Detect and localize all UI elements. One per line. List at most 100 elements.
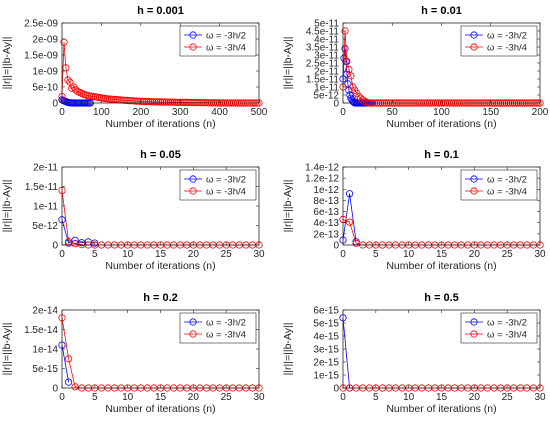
legend: ω = -3h/2ω = -3h/4 bbox=[460, 169, 538, 201]
data-point bbox=[162, 98, 170, 106]
legend-marker bbox=[470, 187, 478, 195]
y-tick-label: 2e-11 bbox=[33, 163, 58, 174]
y-tick-label: 0 bbox=[52, 384, 58, 395]
y-tick-label: 2e-11 bbox=[314, 67, 339, 78]
x-tick-label: 30 bbox=[534, 249, 546, 260]
data-point bbox=[341, 44, 349, 53]
y-tick-label: 1.4e-12 bbox=[305, 163, 339, 174]
legend-box bbox=[179, 169, 257, 201]
data-point bbox=[345, 190, 354, 198]
data-point bbox=[166, 98, 174, 106]
legend-entry: ω = -3h/4 bbox=[206, 330, 246, 341]
y-tick-label: 1.5e-09 bbox=[24, 51, 58, 62]
x-tick-label: 25 bbox=[221, 392, 233, 403]
data-point bbox=[154, 98, 163, 106]
x-tick-label: 300 bbox=[172, 107, 189, 118]
y-tick-label: 1e-12 bbox=[313, 185, 339, 196]
x-tick-label: 0 bbox=[340, 107, 346, 118]
x-tick-label: 0 bbox=[340, 392, 346, 403]
x-tick-label: 10 bbox=[122, 249, 134, 260]
x-tick-label: 50 bbox=[387, 107, 399, 118]
y-axis-label: ||r||=||b-Ay|| bbox=[1, 37, 13, 90]
data-point bbox=[178, 98, 186, 107]
x-tick-label: 25 bbox=[502, 249, 514, 260]
legend-entry: ω = -3h/4 bbox=[487, 330, 527, 341]
data-point bbox=[176, 98, 184, 106]
x-tick-label: 25 bbox=[221, 249, 233, 260]
data-point bbox=[346, 91, 354, 99]
x-tick-label: 20 bbox=[188, 392, 200, 403]
data-point bbox=[143, 98, 151, 106]
chart-title: h = 0.05 bbox=[140, 149, 181, 161]
legend-marker bbox=[189, 31, 197, 39]
legend-entry: ω = -3h/4 bbox=[206, 43, 246, 54]
y-tick-label: 2.5e-09 bbox=[24, 19, 58, 30]
data-point bbox=[72, 86, 80, 94]
y-axis-label: ||r||=||b-Ay|| bbox=[282, 37, 294, 90]
data-point bbox=[182, 98, 190, 107]
x-axis-label: Number of iterations (n) bbox=[386, 260, 496, 272]
data-point bbox=[109, 95, 117, 103]
y-tick-label: 4.5e-11 bbox=[306, 27, 340, 38]
legend: ω = -3h/2ω = -3h/4 bbox=[179, 169, 257, 201]
series-line bbox=[342, 317, 350, 389]
y-tick-label: 2.5e-11 bbox=[306, 59, 340, 70]
chart-panel-3: h = 0.05 0 5 10 15 20 25 30 0 5e-12 1e-11 1.5e-11 2e… bbox=[1, 149, 265, 272]
data-point bbox=[153, 98, 161, 106]
y-tick-label: 6e-15 bbox=[313, 306, 339, 317]
chart-title: h = 0.01 bbox=[421, 5, 462, 17]
x-tick-label: 400 bbox=[211, 107, 228, 118]
data-point bbox=[170, 98, 178, 106]
series-line bbox=[342, 219, 540, 246]
data-point bbox=[341, 27, 349, 35]
y-tick-label: 5e-11 bbox=[314, 19, 339, 30]
x-tick-label: 10 bbox=[122, 392, 134, 403]
y-tick-label: 1e-15 bbox=[313, 371, 339, 382]
chart-panel-2: h = 0.01 0 50 100 150 200 05e-121e-111.5e-112e… bbox=[282, 5, 549, 130]
legend-box bbox=[460, 312, 538, 344]
series-1 bbox=[58, 216, 99, 247]
x-tick-label: 500 bbox=[251, 107, 268, 118]
legend-entry: ω = -3h/2 bbox=[206, 175, 246, 186]
data-point bbox=[145, 98, 153, 106]
data-point bbox=[352, 239, 360, 247]
y-tick-label: 5e-15 bbox=[313, 319, 339, 330]
y-tick-label: 1e-11 bbox=[33, 202, 58, 213]
y-tick-label: 6e-13 bbox=[313, 207, 339, 218]
y-tick-label: 1e-14 bbox=[32, 345, 58, 356]
data-point bbox=[164, 98, 172, 106]
data-point bbox=[345, 218, 354, 226]
data-point bbox=[149, 98, 157, 106]
y-tick-label: 3e-11 bbox=[314, 51, 339, 62]
chart-panel-6: h = 0.50 5 10 15 20 25 3001e-152e-153e-154e-15… bbox=[282, 292, 546, 415]
y-tick-label: 5e-10 bbox=[32, 83, 58, 94]
legend-entry: ω = -3h/2 bbox=[487, 31, 527, 42]
legend-box bbox=[460, 25, 538, 57]
y-tick-label: 4e-13 bbox=[313, 218, 339, 229]
y-tick-label: 1e-11 bbox=[314, 83, 339, 94]
data-point bbox=[129, 97, 137, 105]
x-tick-label: 30 bbox=[534, 392, 546, 403]
x-tick-label: 5 bbox=[92, 249, 98, 260]
y-tick-label: 8e-13 bbox=[313, 196, 339, 207]
y-axis-label: ||r||=||b-Ay|| bbox=[282, 180, 294, 233]
y-tick-label: 0 bbox=[333, 384, 339, 395]
legend-entry: ω = -3h/4 bbox=[487, 187, 527, 198]
data-point bbox=[131, 97, 139, 105]
x-tick-label: 0 bbox=[59, 249, 65, 260]
x-tick-label: 200 bbox=[132, 107, 149, 118]
legend: ω = -3h/2ω = -3h/4 bbox=[460, 25, 538, 57]
legend-marker bbox=[189, 175, 197, 183]
data-point bbox=[137, 97, 145, 105]
data-point bbox=[65, 355, 73, 363]
data-point bbox=[139, 97, 147, 106]
data-point bbox=[158, 98, 167, 106]
x-tick-label: 5 bbox=[373, 392, 379, 403]
x-tick-label: 30 bbox=[253, 249, 265, 260]
x-tick-label: 5 bbox=[373, 249, 379, 260]
data-point bbox=[135, 97, 143, 105]
legend-marker bbox=[189, 318, 197, 326]
legend-entry: ω = -3h/4 bbox=[206, 187, 246, 198]
chart-title: h = 0.5 bbox=[424, 292, 459, 304]
